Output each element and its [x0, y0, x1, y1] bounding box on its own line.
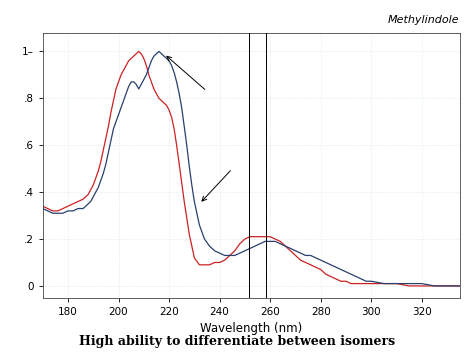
Text: High ability to differentiate between isomers: High ability to differentiate between is… — [79, 335, 395, 348]
Text: Methylindole: Methylindole — [388, 15, 460, 25]
X-axis label: Wavelength (nm): Wavelength (nm) — [200, 322, 302, 335]
